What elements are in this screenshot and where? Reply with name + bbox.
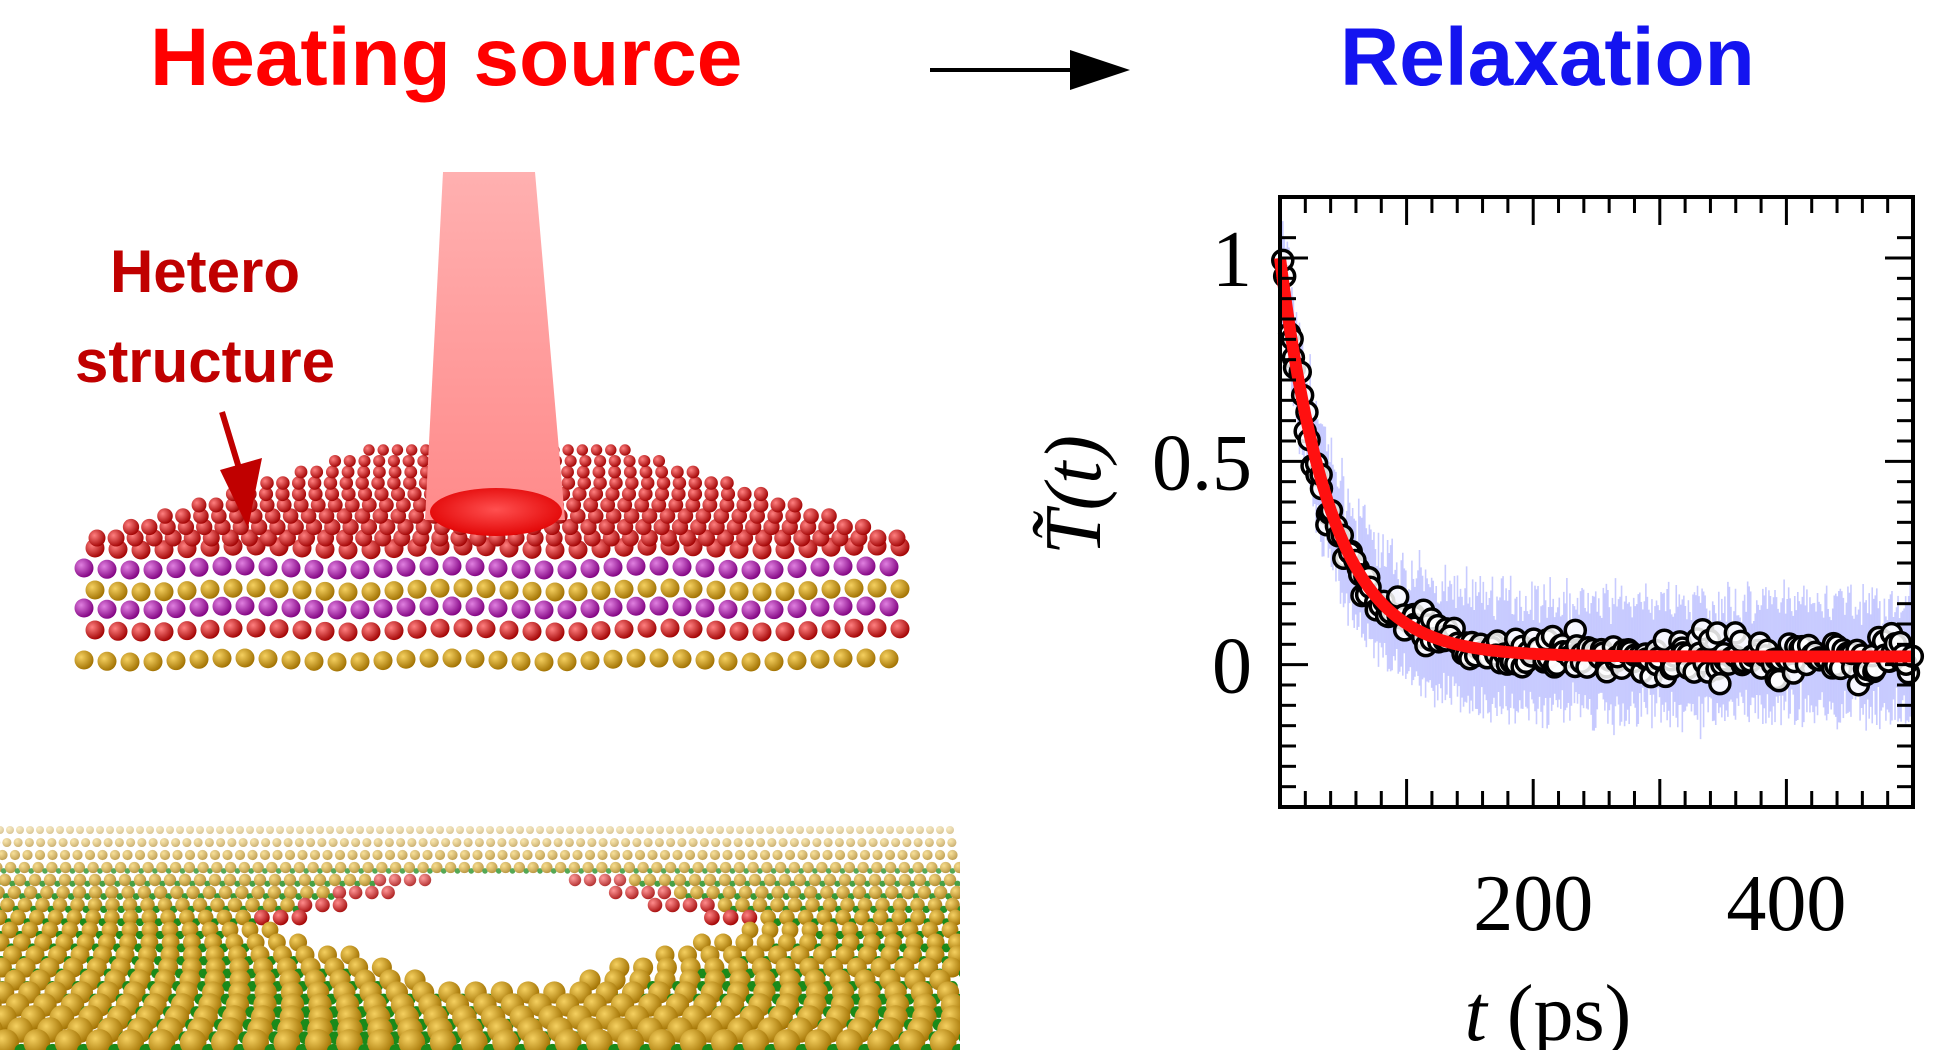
- heterostructure-illustration: [0, 172, 960, 1050]
- laser-beam: [425, 172, 565, 520]
- x-axis-unit: (ps): [1507, 970, 1631, 1050]
- y-tick-label: 1: [1212, 216, 1252, 304]
- atom-layer: [85, 618, 910, 642]
- y-tick-label: 0: [1212, 623, 1252, 711]
- fit-curve: [1274, 257, 1913, 663]
- atom-layer: [85, 578, 910, 602]
- axis-ticks: [1278, 197, 1915, 807]
- atom-layer: [74, 648, 899, 672]
- data-point: [1708, 671, 1732, 696]
- x-tick-label: 200: [1473, 860, 1593, 948]
- laser-spot: [430, 488, 562, 536]
- y-tick-labels: 10.50: [1152, 216, 1252, 711]
- x-tick-label: 400: [1726, 860, 1846, 948]
- x-tick-labels: 200 400: [1473, 860, 1846, 948]
- y-axis-title: T̃(t): [1030, 435, 1118, 555]
- heterostructure-label-line1: Hetero: [109, 238, 301, 305]
- heating-source-title: Heating source: [150, 12, 743, 103]
- atom-layer: [74, 596, 899, 620]
- pointer-arrow-icon: [220, 458, 262, 528]
- y-tick-label: 0.5: [1152, 419, 1252, 507]
- sheet-haze: [0, 800, 960, 920]
- heterostructure-label-line2: structure: [74, 328, 336, 395]
- relaxation-chart: 10.50 200 400 T̃(t) t (ps): [1030, 195, 1925, 1050]
- relaxation-title: Relaxation: [1340, 12, 1755, 103]
- atom-layer: [74, 556, 899, 580]
- process-arrow-icon: [930, 50, 1130, 90]
- x-axis-title: t (ps): [1465, 970, 1632, 1050]
- x-axis-variable: t: [1465, 970, 1489, 1050]
